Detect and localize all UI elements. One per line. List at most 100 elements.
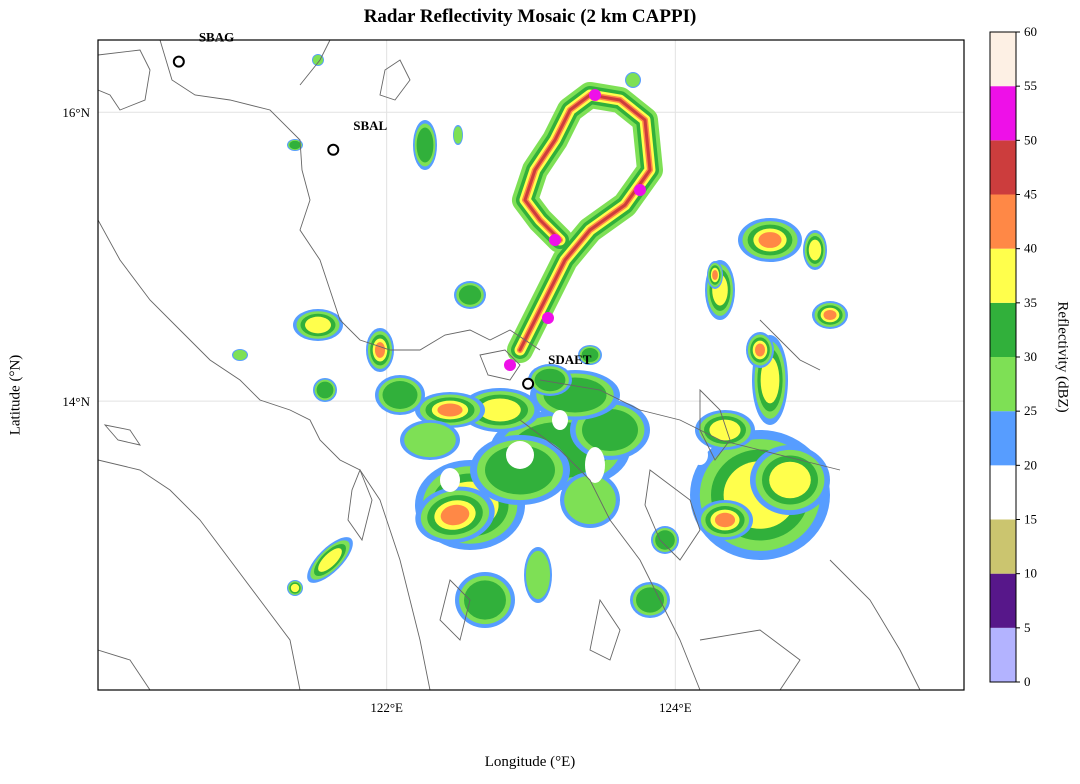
- echo-cell: [415, 392, 485, 428]
- station-marker: [522, 377, 535, 390]
- echo-cell: [366, 328, 394, 372]
- echo-cell: [695, 410, 755, 450]
- station-marker: [172, 55, 185, 68]
- x-axis-ticks: 122°E 124°E: [370, 700, 691, 715]
- map-frame: [97, 39, 965, 691]
- station-marker: [327, 143, 340, 156]
- colorbar-tick-label: 5: [1024, 620, 1031, 635]
- colorbar-tick-label: 10: [1024, 566, 1037, 581]
- coastline: [644, 469, 701, 561]
- y-axis-label: Latitude (°N): [7, 354, 24, 436]
- echo-cell: [803, 230, 827, 270]
- echo-cell: [232, 349, 248, 361]
- echo-cell: [470, 435, 570, 505]
- radar-station-sbal: SBAL: [327, 118, 388, 156]
- colorbar-swatch: [990, 140, 1016, 195]
- echo-cell: [560, 472, 620, 528]
- colorbar-tick-label: 35: [1024, 295, 1037, 310]
- echo-core: [589, 89, 601, 101]
- echo-cell: [651, 526, 679, 554]
- echo-gap: [692, 445, 708, 465]
- echo-cell: [630, 582, 670, 618]
- colorbar-tick-label: 25: [1024, 403, 1037, 418]
- coastline: [699, 629, 801, 690]
- echo-cell: [293, 309, 343, 341]
- colorbar-swatch: [990, 573, 1016, 628]
- coastline: [439, 579, 471, 641]
- echo-cell: [415, 486, 495, 544]
- coastline: [589, 598, 621, 661]
- echo-cell: [750, 445, 830, 515]
- radar-station-sdaet: SDAET: [522, 352, 592, 390]
- coastline: [103, 424, 141, 446]
- station-label: SBAG: [199, 30, 234, 45]
- radar-station-sbag: SBAG: [172, 30, 234, 68]
- echo-cell: [413, 120, 437, 170]
- y-axis-ticks: 16°N 14°N: [62, 105, 90, 409]
- colorbar-tick-label: 55: [1024, 78, 1037, 93]
- coastline: [98, 649, 151, 690]
- colorbar: 0 5 10 15 20 25 30 35 40 45 50 55 60: [989, 24, 1037, 689]
- coastline: [699, 388, 731, 461]
- coastlines: [98, 40, 921, 690]
- colorbar-tick-label: 45: [1024, 187, 1037, 202]
- colorbar-tick-label: 15: [1024, 512, 1037, 527]
- echo-cell: [625, 72, 641, 88]
- y-tick-label: 14°N: [62, 394, 90, 409]
- echo-core: [549, 234, 561, 246]
- echo-cell: [287, 580, 303, 596]
- coastline: [379, 59, 411, 101]
- echo-cell: [570, 400, 650, 460]
- echo-cell: [524, 547, 552, 603]
- coastline: [159, 40, 541, 351]
- map-title: Radar Reflectivity Mosaic (2 km CAPPI): [363, 6, 697, 27]
- x-tick-label: 122°E: [370, 700, 403, 715]
- colorbar-tick-label: 50: [1024, 132, 1037, 147]
- echo-cell: [287, 139, 303, 151]
- colorbar-swatch: [990, 86, 1016, 141]
- colorbar-swatch: [990, 519, 1016, 574]
- echo-cell: [738, 218, 802, 262]
- colorbar-tick-label: 60: [1024, 24, 1037, 39]
- echo-cell: [453, 125, 463, 145]
- colorbar-swatch: [990, 465, 1016, 520]
- squall-line: [518, 93, 652, 352]
- coastline: [347, 468, 373, 542]
- colorbar-tick-label: 40: [1024, 241, 1037, 256]
- coastline: [759, 319, 821, 371]
- radar-echoes: [232, 54, 848, 628]
- coastline: [98, 49, 151, 111]
- station-label: SDAET: [548, 352, 592, 367]
- echo-cell: [746, 332, 774, 368]
- colorbar-swatch: [990, 194, 1016, 249]
- echo-cell: [707, 261, 723, 289]
- echo-cell: [455, 572, 515, 628]
- station-label: SBAL: [353, 118, 387, 133]
- radar-stations: SBAG SBAL SDAET: [172, 30, 592, 390]
- coastline: [519, 419, 701, 690]
- plot-area: SBAG SBAL SDAET 122°E 124°E 16°N 14°N: [62, 30, 965, 715]
- echo-gap: [552, 410, 568, 430]
- echo-cell: [313, 378, 337, 402]
- coastline: [98, 459, 301, 690]
- echo-core: [542, 312, 554, 324]
- colorbar-swatch: [990, 32, 1016, 87]
- echo-cell: [400, 420, 460, 460]
- colorbar-swatch: [990, 302, 1016, 357]
- colorbar-label: Reflectivity (dBZ): [1054, 301, 1071, 413]
- echo-cell: [454, 281, 486, 309]
- echo-cell: [578, 345, 602, 365]
- colorbar-swatch: [990, 627, 1016, 682]
- echo-cell: [528, 364, 572, 396]
- coastline: [829, 559, 921, 690]
- echo-cell: [697, 500, 753, 540]
- echo-cell: [375, 375, 425, 415]
- colorbar-swatch: [990, 357, 1016, 412]
- echo-gap: [440, 468, 460, 492]
- echo-gap: [585, 447, 605, 483]
- echo-core: [634, 184, 646, 196]
- echo-cell: [812, 301, 848, 329]
- coastline: [98, 219, 431, 690]
- coastline: [479, 349, 521, 381]
- colorbar-tick-label: 0: [1024, 674, 1031, 689]
